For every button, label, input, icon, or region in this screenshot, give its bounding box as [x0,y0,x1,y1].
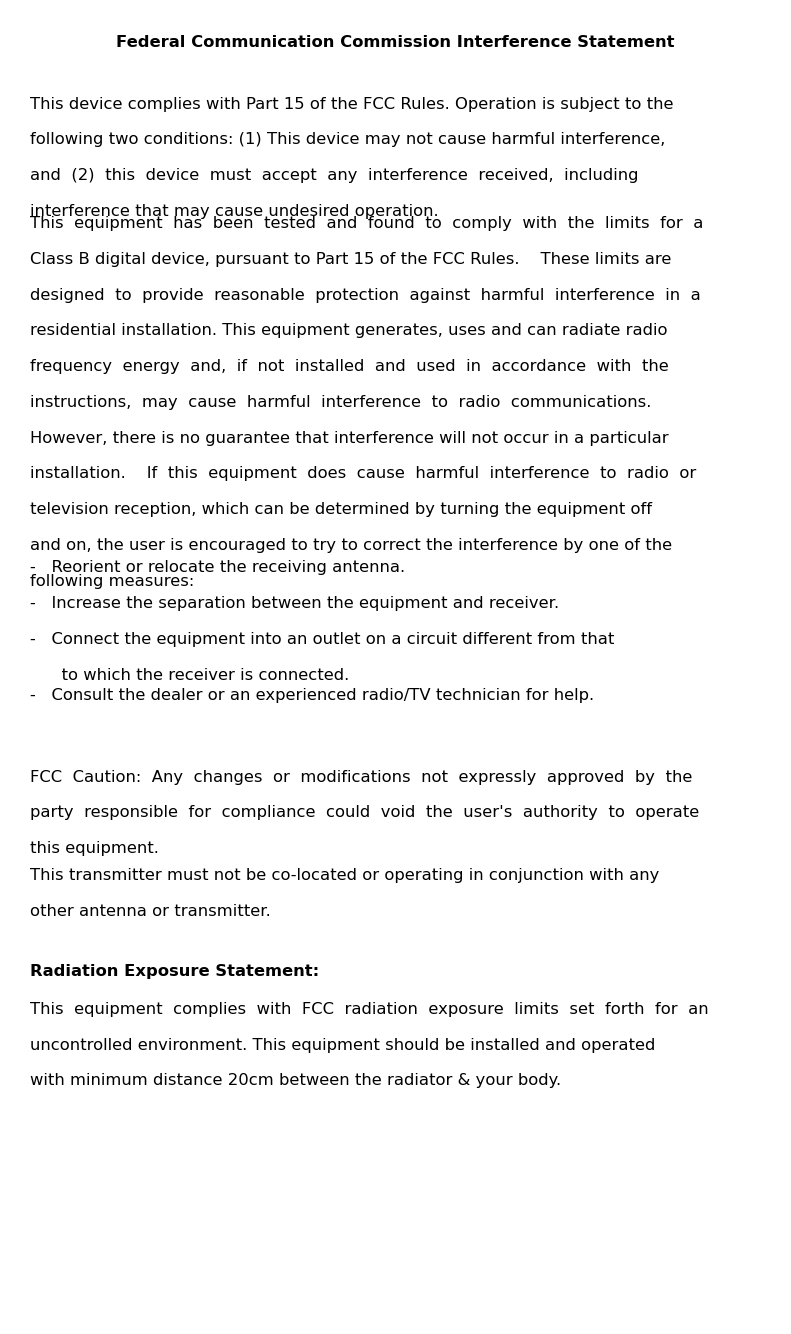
Text: this equipment.: this equipment. [30,842,159,856]
Text: FCC  Caution:  Any  changes  or  modifications  not  expressly  approved  by  th: FCC Caution: Any changes or modification… [30,770,692,784]
Text: other antenna or transmitter.: other antenna or transmitter. [30,904,271,919]
Text: installation.    If  this  equipment  does  cause  harmful  interference  to  ra: installation. If this equipment does cau… [30,467,696,482]
Text: Federal Communication Commission Interference Statement: Federal Communication Commission Interfe… [116,35,675,51]
Text: This transmitter must not be co-located or operating in conjunction with any: This transmitter must not be co-located … [30,868,660,883]
Text: television reception, which can be determined by turning the equipment off: television reception, which can be deter… [30,502,652,518]
Text: -   Connect the equipment into an outlet on a circuit different from that: - Connect the equipment into an outlet o… [30,632,615,647]
Text: designed  to  provide  reasonable  protection  against  harmful  interference  i: designed to provide reasonable protectio… [30,288,701,303]
Text: following measures:: following measures: [30,574,195,588]
Text: This  equipment  complies  with  FCC  radiation  exposure  limits  set  forth  f: This equipment complies with FCC radiati… [30,1002,709,1017]
Text: uncontrolled environment. This equipment should be installed and operated: uncontrolled environment. This equipment… [30,1038,656,1053]
Text: This device complies with Part 15 of the FCC Rules. Operation is subject to the: This device complies with Part 15 of the… [30,97,674,112]
Text: -   Consult the dealer or an experienced radio/TV technician for help.: - Consult the dealer or an experienced r… [30,688,594,703]
Text: with minimum distance 20cm between the radiator & your body.: with minimum distance 20cm between the r… [30,1074,561,1089]
Text: frequency  energy  and,  if  not  installed  and  used  in  accordance  with  th: frequency energy and, if not installed a… [30,359,669,374]
Text: Radiation Exposure Statement:: Radiation Exposure Statement: [30,964,320,979]
Text: and  (2)  this  device  must  accept  any  interference  received,  including: and (2) this device must accept any inte… [30,168,638,183]
Text: This  equipment  has  been  tested  and  found  to  comply  with  the  limits  f: This equipment has been tested and found… [30,216,703,231]
Text: residential installation. This equipment generates, uses and can radiate radio: residential installation. This equipment… [30,323,668,339]
Text: and on, the user is encouraged to try to correct the interference by one of the: and on, the user is encouraged to try to… [30,538,672,552]
Text: -   Reorient or relocate the receiving antenna.: - Reorient or relocate the receiving ant… [30,560,405,575]
Text: to which the receiver is connected.: to which the receiver is connected. [30,668,350,683]
Text: following two conditions: (1) This device may not cause harmful interference,: following two conditions: (1) This devic… [30,132,665,148]
Text: -   Increase the separation between the equipment and receiver.: - Increase the separation between the eq… [30,596,559,611]
Text: party  responsible  for  compliance  could  void  the  user's  authority  to  op: party responsible for compliance could v… [30,806,699,820]
Text: interference that may cause undesired operation.: interference that may cause undesired op… [30,204,439,219]
Text: However, there is no guarantee that interference will not occur in a particular: However, there is no guarantee that inte… [30,431,668,446]
Text: Class B digital device, pursuant to Part 15 of the FCC Rules.    These limits ar: Class B digital device, pursuant to Part… [30,252,672,267]
Text: instructions,  may  cause  harmful  interference  to  radio  communications.: instructions, may cause harmful interfer… [30,395,652,410]
